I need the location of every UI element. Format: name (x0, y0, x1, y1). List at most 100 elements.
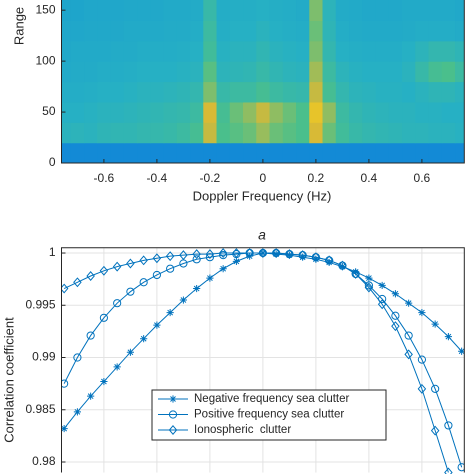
heat-cell (335, 81, 350, 103)
x-tick-label: 0 (260, 171, 267, 185)
heat-cell (269, 61, 284, 83)
marker (324, 255, 334, 266)
heat-cell (61, 0, 72, 21)
marker (112, 261, 122, 272)
heat-cell (256, 40, 271, 62)
heat-cell (441, 122, 456, 144)
heat-cell (455, 20, 465, 42)
heat-cell (97, 20, 112, 42)
heat-cell (388, 81, 403, 103)
heat-cell (123, 142, 138, 163)
heat-cell (176, 81, 191, 103)
heat-cell (176, 0, 191, 21)
marker (169, 395, 177, 403)
heat-cell (176, 101, 191, 123)
heat-cell (296, 40, 310, 62)
marker (99, 313, 109, 322)
heat-cell (150, 122, 165, 144)
heat-cell (61, 142, 72, 163)
heat-cell (229, 40, 244, 62)
marker (179, 296, 187, 304)
heat-cell (415, 81, 430, 103)
marker (311, 252, 321, 263)
heat-cell (229, 20, 244, 42)
heat-cell (282, 61, 297, 83)
legend-label: Ionospheric clutter (194, 424, 291, 436)
x-tick-label: -0.6 (94, 171, 115, 185)
heat-cell (322, 0, 337, 21)
marker (391, 311, 400, 320)
heat-cell (84, 0, 98, 21)
heat-cell (322, 61, 337, 83)
heat-cell (70, 20, 85, 42)
heat-cell (229, 101, 244, 123)
heat-cell (203, 101, 218, 123)
marker (271, 248, 281, 258)
heat-cell (335, 61, 350, 83)
heat-cell (61, 81, 72, 103)
marker (99, 265, 109, 276)
heat-cell (137, 61, 151, 83)
marker (86, 331, 95, 340)
heat-cell (243, 40, 257, 62)
heat-cell (243, 142, 257, 163)
marker (444, 333, 452, 341)
heat-cell (70, 40, 85, 62)
marker (61, 424, 68, 433)
heat-cell (61, 40, 72, 62)
heat-cell (150, 81, 165, 103)
y-tick-label: 0.99 (32, 350, 56, 364)
heat-cell (243, 20, 257, 42)
axes-box (61, 247, 465, 473)
marker (126, 258, 135, 269)
heat-cell (362, 61, 377, 83)
heat-cell (190, 122, 204, 144)
heat-cell (190, 0, 204, 21)
heat-cell (70, 0, 85, 21)
heat-cell (455, 101, 465, 123)
series-line (63, 252, 449, 473)
marker (457, 463, 465, 472)
heat-cell (402, 101, 416, 123)
heat-cell (402, 40, 416, 62)
heat-cell (335, 142, 350, 163)
heat-cell (322, 81, 337, 103)
y-axis-label: Range (11, 7, 26, 45)
heat-cell (296, 142, 310, 163)
legend-label: Positive frequency sea clutter (194, 409, 344, 421)
marker (166, 308, 174, 317)
marker (391, 290, 399, 298)
heat-cell (388, 101, 403, 123)
x-axis-label: Doppler Frequency (Hz) (193, 188, 332, 203)
marker (165, 251, 175, 262)
heat-cell (282, 122, 297, 144)
heat-cell (349, 122, 363, 144)
marker (352, 268, 360, 276)
heat-cell (216, 40, 231, 62)
heat-cell (415, 122, 430, 144)
heat-cell (203, 40, 218, 62)
x-tick-label: 0.6 (414, 171, 431, 185)
heat-cell (84, 142, 98, 163)
heat-cell (455, 81, 465, 103)
heat-cell (123, 81, 138, 103)
heat-cell (441, 142, 456, 163)
heat-cell (375, 142, 390, 163)
heat-cell (441, 101, 456, 123)
marker (192, 255, 201, 264)
heat-cell (176, 20, 191, 42)
heat-cell (150, 0, 165, 21)
heat-cell (150, 61, 165, 83)
marker (232, 248, 241, 258)
y-tick-label: 100 (35, 53, 55, 67)
legend-label: Negative frequency sea clutter (194, 393, 350, 405)
heat-cell (229, 122, 244, 144)
heat-cell (322, 142, 337, 163)
heat-cell (123, 61, 138, 83)
heat-cell (402, 61, 416, 83)
marker (139, 278, 148, 287)
heat-cell (97, 40, 112, 62)
marker (73, 408, 81, 416)
heat-cell (296, 20, 310, 42)
caption: a (258, 227, 266, 243)
